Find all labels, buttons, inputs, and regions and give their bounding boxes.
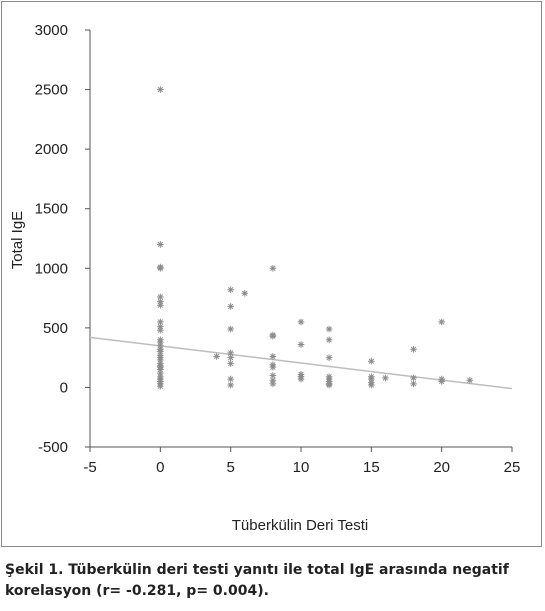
data-point bbox=[325, 354, 333, 361]
figure-caption: Şekil 1. Tüberkülin deri testi yanıtı il… bbox=[5, 562, 509, 599]
data-point bbox=[438, 378, 445, 385]
data-point bbox=[157, 323, 164, 330]
x-tick-label: 15 bbox=[363, 459, 380, 476]
data-point bbox=[157, 298, 164, 305]
data-point bbox=[157, 356, 164, 364]
data-point bbox=[269, 264, 277, 272]
data-point bbox=[241, 290, 249, 297]
y-tick-label: 500 bbox=[43, 320, 68, 337]
data-point bbox=[368, 357, 375, 365]
x-tick-label: 20 bbox=[433, 459, 450, 476]
data-point bbox=[325, 381, 333, 389]
x-tick-label: 25 bbox=[504, 459, 521, 476]
data-point bbox=[438, 318, 445, 326]
data-point bbox=[269, 353, 277, 360]
data-point bbox=[410, 380, 417, 388]
y-tick-label: 2000 bbox=[35, 141, 68, 158]
data-point bbox=[157, 293, 164, 301]
data-point bbox=[157, 366, 164, 373]
y-tick-label: 0 bbox=[60, 379, 68, 396]
data-point bbox=[269, 372, 277, 379]
data-point bbox=[227, 325, 234, 333]
y-tick-label: -500 bbox=[38, 439, 68, 456]
data-point bbox=[227, 286, 234, 294]
data-point bbox=[410, 346, 417, 353]
y-tick-label: 3000 bbox=[35, 22, 68, 39]
scatter-chart: -500 0 500 1000 1500 2000 2500 3000 -5 0 5 10 15 20 2… bbox=[9, 22, 521, 534]
data-point bbox=[227, 349, 234, 357]
data-point bbox=[227, 354, 234, 361]
chart-frame bbox=[1, 1, 542, 547]
data-point bbox=[157, 369, 164, 377]
data-point bbox=[382, 374, 389, 382]
data-point bbox=[157, 338, 164, 346]
y-axis-title: Total IgE bbox=[9, 211, 26, 269]
data-point bbox=[410, 374, 417, 382]
data-point bbox=[325, 336, 333, 344]
data-point bbox=[157, 318, 164, 326]
data-point bbox=[297, 341, 305, 348]
y-tick-label: 2500 bbox=[35, 82, 68, 99]
data-point bbox=[157, 382, 164, 390]
x-tick-label: 0 bbox=[156, 459, 164, 476]
x-tick-label: -5 bbox=[83, 459, 96, 476]
data-point bbox=[157, 86, 164, 93]
data-point bbox=[157, 342, 164, 350]
x-axis-title: Tüberkülin Deri Testi bbox=[232, 517, 368, 534]
data-point bbox=[297, 318, 305, 326]
data-point bbox=[297, 375, 305, 383]
data-point bbox=[227, 303, 234, 310]
data-point bbox=[213, 353, 220, 360]
data-point bbox=[269, 363, 277, 371]
data-point bbox=[466, 376, 474, 384]
x-tick-label: 5 bbox=[226, 459, 234, 476]
x-tick-label: 10 bbox=[293, 459, 310, 476]
data-point bbox=[269, 380, 277, 388]
data-point bbox=[157, 348, 164, 355]
data-point bbox=[157, 326, 164, 334]
data-point bbox=[227, 360, 234, 367]
y-tick-label: 1000 bbox=[35, 260, 68, 277]
data-point bbox=[157, 264, 164, 272]
data-point bbox=[157, 241, 164, 248]
y-tick-label: 1500 bbox=[35, 201, 68, 218]
data-point bbox=[227, 375, 234, 383]
data-point bbox=[269, 332, 277, 340]
data-point bbox=[325, 325, 333, 333]
data-point bbox=[269, 376, 277, 384]
data-point bbox=[227, 381, 234, 389]
data-point bbox=[157, 301, 164, 309]
data-point bbox=[368, 375, 375, 383]
data-point bbox=[368, 381, 375, 389]
